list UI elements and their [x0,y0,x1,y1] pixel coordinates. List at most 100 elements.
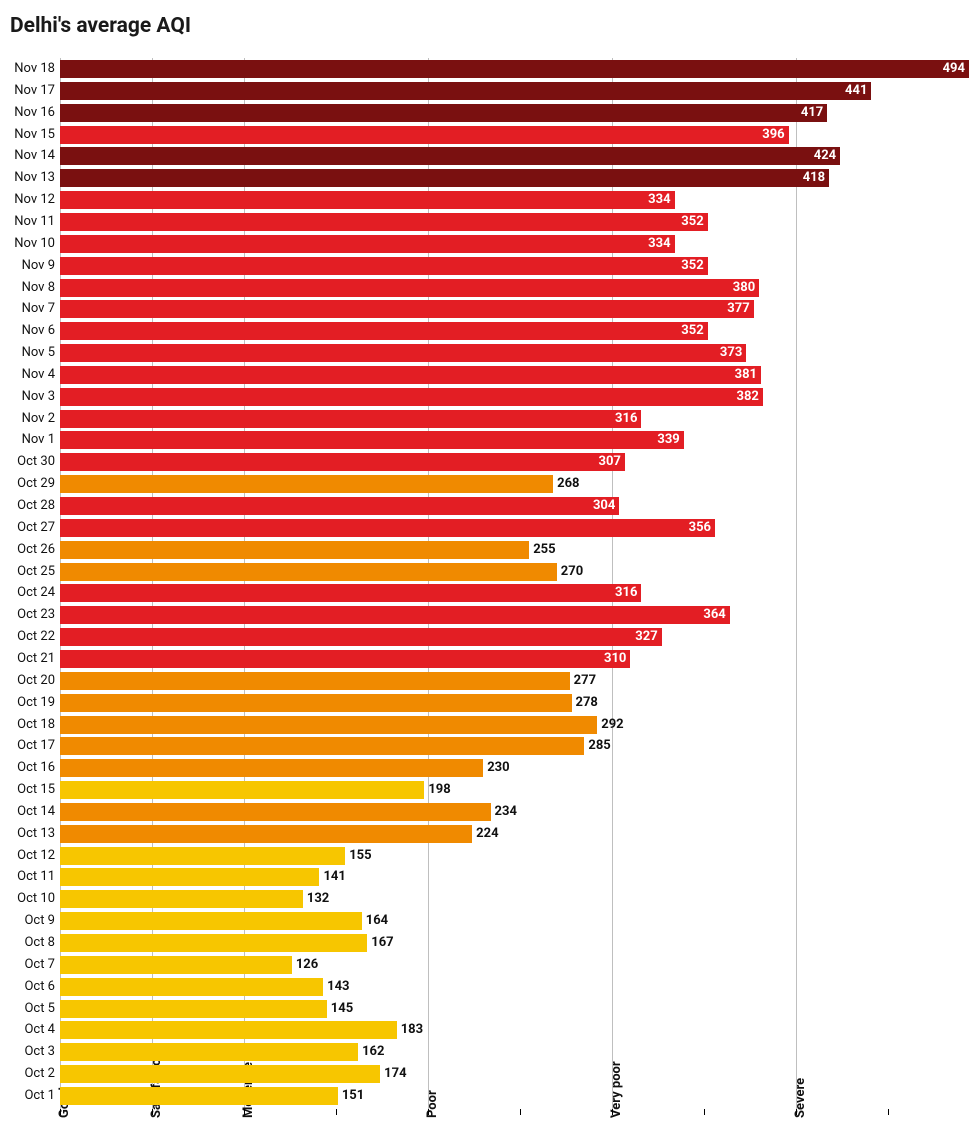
y-axis-label: Nov 16 [0,104,55,122]
y-axis-label: Nov 17 [0,82,55,100]
bar-value-label: 155 [349,847,371,865]
bar-value-label: 373 [720,344,742,362]
bar-value-label: 174 [384,1065,406,1083]
y-axis-label: Oct 25 [0,563,55,581]
bar-value-label: 255 [533,541,555,559]
y-axis-label: Nov 3 [0,388,55,406]
bar-value-label: 278 [576,694,598,712]
bar: 380 [60,279,759,297]
y-axis-label: Nov 12 [0,191,55,209]
bar: 373 [60,344,746,362]
bar-value-label: 132 [307,890,329,908]
y-axis-label: Oct 16 [0,759,55,777]
y-axis-label: Oct 1 [0,1087,55,1105]
bar: 198 [60,781,424,799]
y-axis-label: Oct 27 [0,519,55,537]
bar-value-label: 352 [681,322,703,340]
bar: 310 [60,650,630,668]
bar-value-label: 304 [593,497,615,515]
y-axis-label: Oct 3 [0,1043,55,1061]
bar: 418 [60,169,829,187]
y-axis-label: Oct 2 [0,1065,55,1083]
bar: 327 [60,628,662,646]
bar: 307 [60,453,625,471]
y-axis-label: Oct 7 [0,956,55,974]
bar-value-label: 396 [762,126,784,144]
y-axis-label: Oct 29 [0,475,55,493]
bar: 352 [60,322,708,340]
bar: 145 [60,1000,327,1018]
bar: 141 [60,868,319,886]
y-axis-label: Nov 1 [0,431,55,449]
bar: 334 [60,191,675,209]
bar-value-label: 356 [689,519,711,537]
chart-area: GoodSatisfactoryModeratePoorVery poorSev… [60,58,980,1118]
bar-value-label: 143 [327,978,349,996]
x-tick [336,1109,337,1115]
bar: 285 [60,737,584,755]
bar-value-label: 316 [615,410,637,428]
x-tick [796,1109,797,1115]
y-axis-label: Oct 8 [0,934,55,952]
bar-value-label: 162 [362,1043,384,1061]
bar: 424 [60,147,840,165]
bar: 174 [60,1065,380,1083]
y-axis-label: Oct 14 [0,803,55,821]
bar-value-label: 381 [735,366,757,384]
bar: 164 [60,912,362,930]
y-axis-label: Oct 22 [0,628,55,646]
y-axis-label: Oct 17 [0,737,55,755]
bar-value-label: 418 [803,169,825,187]
bar: 224 [60,825,472,843]
bar-value-label: 334 [648,191,670,209]
bar: 304 [60,497,619,515]
bar: 352 [60,257,708,275]
bar-value-label: 277 [574,672,596,690]
bar: 494 [60,60,969,78]
chart-title: Delhi's average AQI [0,0,980,38]
bar-value-label: 164 [366,912,388,930]
bar-value-label: 377 [727,300,749,318]
y-axis-label: Oct 24 [0,584,55,602]
bar: 155 [60,847,345,865]
bar: 268 [60,475,553,493]
bar-value-label: 285 [588,737,610,755]
bar-value-label: 224 [476,825,498,843]
y-axis-label: Nov 13 [0,169,55,187]
bar-value-label: 234 [495,803,517,821]
y-axis-label: Oct 28 [0,497,55,515]
y-axis-label: Oct 21 [0,650,55,668]
y-axis-label: Oct 20 [0,672,55,690]
y-axis-label: Oct 11 [0,868,55,886]
bar: 364 [60,606,730,624]
bar: 278 [60,694,572,712]
x-tick [520,1109,521,1115]
bar: 143 [60,978,323,996]
y-axis-label: Oct 30 [0,453,55,471]
x-tick [152,1109,153,1115]
bar-value-label: 424 [814,147,836,165]
bar: 183 [60,1021,397,1039]
bar-value-label: 268 [557,475,579,493]
bar: 316 [60,584,641,602]
bar: 417 [60,104,827,122]
bar-value-label: 352 [681,213,703,231]
y-axis-label: Oct 10 [0,890,55,908]
bar-value-label: 441 [845,82,867,100]
bar-value-label: 334 [648,235,670,253]
bar-value-label: 339 [657,431,679,449]
bar: 126 [60,956,292,974]
bar: 316 [60,410,641,428]
y-axis-label: Oct 26 [0,541,55,559]
bar-value-label: 230 [487,759,509,777]
y-axis-label: Nov 6 [0,322,55,340]
bar-value-label: 310 [604,650,626,668]
y-axis-label: Nov 9 [0,257,55,275]
bar-value-label: 151 [342,1087,364,1105]
bar: 270 [60,563,557,581]
bar-value-label: 145 [331,1000,353,1018]
x-tick [428,1109,429,1115]
y-axis-label: Nov 8 [0,279,55,297]
bar-value-label: 417 [801,104,823,122]
bar-value-label: 167 [371,934,393,952]
